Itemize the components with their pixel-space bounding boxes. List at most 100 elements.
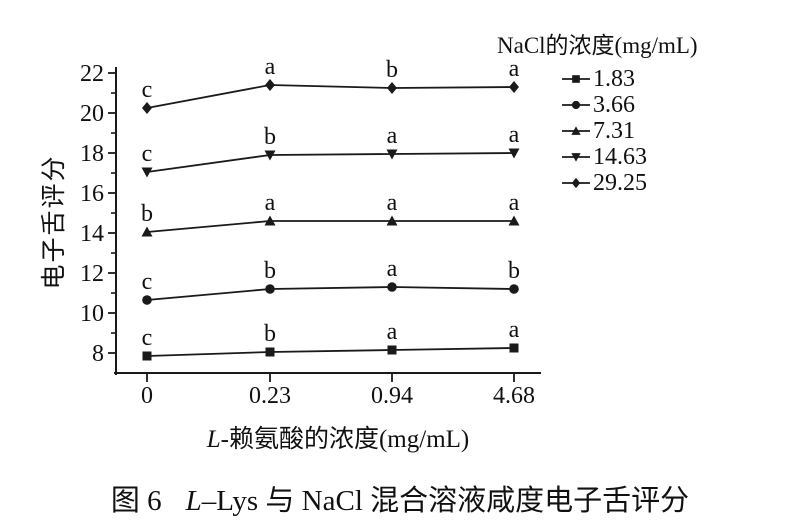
- y-tick-label: 10: [80, 301, 104, 327]
- legend-rows: 1.83 3.66 7.31 14.63 29.25: [561, 66, 698, 196]
- legend-marker-triangle-up-icon: [562, 126, 590, 135]
- legend-item: 29.25: [561, 170, 698, 196]
- legend-marker-glyph-triangle-down: [571, 153, 581, 162]
- data-point-marker-square: [142, 351, 152, 361]
- legend-item-label: 3.66: [593, 92, 635, 118]
- series-line-1.83: [146, 347, 515, 357]
- y-axis-label: 电子舌评分: [41, 154, 68, 290]
- significance-letter: a: [387, 319, 398, 345]
- data-point-marker-triangle-up: [264, 215, 276, 226]
- data-point-marker-diamond: [265, 79, 275, 91]
- legend-marker-glyph-diamond: [571, 177, 581, 189]
- figure-caption-text: –Lys 与 NaCl 混合溶液咸度电子舌评分: [201, 485, 690, 517]
- legend-marker-shape: [571, 100, 581, 110]
- legend-item-label: 7.31: [593, 118, 635, 144]
- significance-letter: b: [386, 57, 398, 83]
- line-chart-canvas: 8 10 12 14 16 18 20 22 0 0.23 0.94 4.68 c b a a c b a b b a a a…: [80, 54, 541, 409]
- data-point-marker-diamond: [387, 82, 397, 94]
- data-point-marker-triangle-down: [264, 150, 276, 161]
- data-point-marker-triangle-up: [141, 226, 153, 237]
- significance-letter: a: [509, 122, 520, 148]
- legend-marker-glyph-triangle-up: [571, 126, 581, 135]
- legend-item-label: 1.83: [593, 66, 635, 92]
- legend-marker-diamond-icon: [562, 177, 590, 189]
- legend-marker-shape: [571, 177, 581, 189]
- y-tick-label: 20: [80, 101, 104, 127]
- figure-caption-italic: L: [185, 485, 202, 517]
- legend-marker-shape: [571, 153, 581, 162]
- significance-letter: a: [387, 123, 398, 149]
- significance-letter: a: [387, 256, 398, 282]
- legend-marker-square-icon: [562, 75, 590, 83]
- x-tick-label: 4.68: [493, 383, 535, 409]
- y-tick-label: 18: [80, 141, 104, 167]
- legend-item: 7.31: [561, 118, 698, 144]
- data-point-marker-circle: [265, 284, 275, 294]
- significance-letter: a: [509, 317, 520, 343]
- legend-title: NaCl的浓度(mg/mL): [497, 33, 698, 58]
- y-tick-label: 14: [80, 221, 104, 247]
- significance-letter: c: [142, 325, 153, 351]
- legend-marker-glyph-circle: [571, 100, 581, 110]
- significance-letter: b: [264, 124, 276, 150]
- legend-marker-circle-icon: [562, 100, 590, 110]
- data-point-marker-square: [509, 343, 519, 353]
- legend-marker-triangle-down-icon: [562, 153, 590, 162]
- data-point-marker-circle: [142, 295, 152, 305]
- legend-item: 1.83: [561, 66, 698, 92]
- data-point-marker-square: [387, 345, 397, 355]
- data-point-marker-circle: [509, 284, 519, 294]
- data-point-marker-triangle-down: [508, 148, 520, 159]
- series-29.25: ca b a: [142, 54, 520, 114]
- data-point-marker-triangle-down: [141, 167, 153, 178]
- series-line-29.25: [146, 84, 515, 109]
- legend-marker-shape: [572, 75, 580, 83]
- x-axis-label: L-赖氨酸的浓度(mg/mL): [207, 419, 470, 455]
- significance-letter: c: [142, 269, 153, 295]
- y-tick-label: 12: [80, 261, 104, 287]
- x-tick-label: 0.94: [371, 383, 413, 409]
- significance-letter: c: [142, 141, 153, 167]
- x-tick-label: 0.23: [249, 383, 291, 409]
- series-line-14.63: [146, 152, 515, 173]
- legend-item-label: 14.63: [593, 144, 647, 170]
- figure-caption-number: 图 6: [110, 485, 162, 517]
- y-tick-label: 22: [80, 61, 104, 87]
- legend-item: 14.63: [561, 144, 698, 170]
- legend-item: 3.66: [561, 92, 698, 118]
- series-14.63: cb a a: [141, 122, 520, 178]
- x-axis-label-italic: L: [206, 426, 221, 453]
- significance-letter: a: [509, 190, 520, 216]
- y-tick-label: 8: [92, 341, 104, 367]
- significance-letter: b: [508, 258, 520, 284]
- legend-marker-shape: [571, 126, 581, 135]
- significance-letter: b: [264, 258, 276, 284]
- legend: NaCl的浓度(mg/mL) 1.83 3.66 7.31 14.63 29.25: [497, 32, 698, 196]
- data-point-marker-diamond: [142, 102, 152, 114]
- significance-letter: a: [387, 190, 398, 216]
- data-point-marker-triangle-up: [508, 215, 520, 226]
- significance-letter: a: [265, 190, 276, 216]
- data-point-marker-triangle-down: [386, 149, 398, 160]
- legend-marker-glyph-square: [572, 75, 580, 83]
- x-tick-label: 0: [141, 383, 153, 409]
- figure-caption: 图 6 L–Lys 与 NaCl 混合溶液咸度电子舌评分: [0, 477, 800, 519]
- series-line-3.66: [146, 286, 515, 301]
- y-tick-label: 16: [80, 181, 104, 207]
- legend-item-label: 29.25: [593, 170, 647, 196]
- data-point-marker-square: [265, 347, 275, 357]
- significance-letter: a: [265, 54, 276, 80]
- significance-letter: b: [264, 321, 276, 347]
- data-point-marker-diamond: [509, 81, 519, 93]
- data-point-marker-circle: [387, 282, 397, 292]
- significance-letter: a: [509, 56, 520, 82]
- significance-letter: b: [141, 201, 153, 227]
- x-axis-label-rest: -赖氨酸的浓度(mg/mL): [220, 426, 470, 453]
- significance-letter: c: [142, 77, 153, 103]
- series-line-7.31: [146, 220, 514, 233]
- data-point-marker-triangle-up: [386, 215, 398, 226]
